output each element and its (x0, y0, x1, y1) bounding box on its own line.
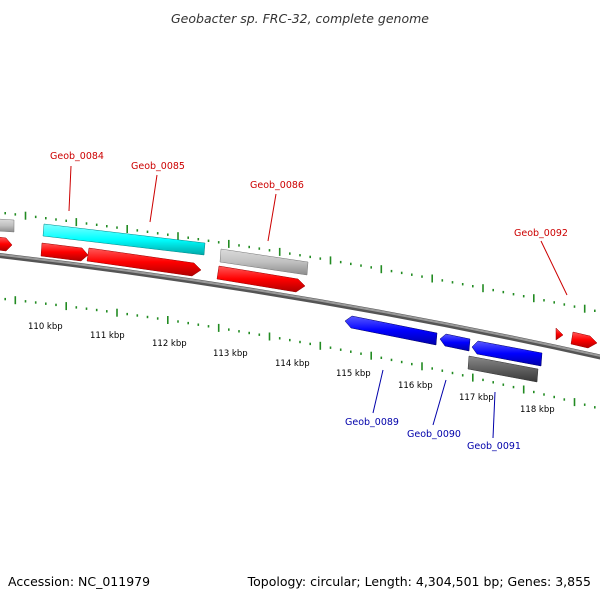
scale-label: 111 kbp (90, 331, 125, 341)
leader-geob-0084 (68, 165, 72, 212)
scale-labels: 110 kbp 111 kbp 112 kbp 113 kbp 114 kbp … (28, 322, 555, 415)
scale-label: 110 kbp (28, 322, 63, 332)
gene-labels: Geob_0084 Geob_0085 Geob_0086 Geob_0092 … (50, 151, 568, 452)
label-geob-0086[interactable]: Geob_0086 (250, 180, 304, 191)
label-leaders (68, 165, 568, 439)
label-geob-0090[interactable]: Geob_0090 (407, 429, 461, 440)
scale-label: 116 kbp (398, 381, 433, 391)
label-geob-0085[interactable]: Geob_0085 (131, 161, 185, 172)
leader-geob-0086 (267, 193, 277, 242)
label-geob-0091[interactable]: Geob_0091 (467, 441, 521, 452)
gene-arrow-partial-red[interactable] (0, 236, 13, 252)
inner-tick-track (4, 296, 596, 409)
gene-features (0, 218, 598, 383)
leader-geob-0091 (492, 391, 496, 439)
gene-arrow-geob-0084[interactable] (40, 242, 89, 262)
scale-label: 115 kbp (336, 369, 371, 379)
label-geob-0084[interactable]: Geob_0084 (50, 151, 104, 162)
label-geob-0089[interactable]: Geob_0089 (345, 417, 399, 428)
accession-text: Accession: NC_011979 (8, 574, 150, 589)
gene-arrow-geob-0086[interactable] (216, 265, 306, 293)
gene-arrow-geob-0085[interactable] (86, 247, 202, 277)
gene-arrow-geob-0091[interactable] (471, 340, 543, 367)
gene-bar-cyan[interactable] (42, 223, 206, 256)
scale-label: 114 kbp (275, 359, 310, 369)
scale-label: 117 kbp (459, 393, 494, 403)
map-title: Geobacter sp. FRC-32, complete genome (171, 11, 429, 26)
scale-label: 113 kbp (213, 349, 248, 359)
leader-geob-0085 (149, 174, 158, 223)
scale-label: 112 kbp (152, 339, 187, 349)
gene-arrow-small-red[interactable] (555, 327, 564, 341)
gene-arrow-partial-gray[interactable] (0, 218, 15, 233)
label-geob-0092[interactable]: Geob_0092 (514, 228, 568, 239)
gene-arrow-geob-0090[interactable] (439, 333, 471, 352)
leader-geob-0092 (540, 240, 568, 296)
genome-stats-text: Topology: circular; Length: 4,304,501 bp… (247, 574, 591, 589)
gene-bar-dark[interactable] (467, 355, 539, 383)
gene-arrow-geob-0089[interactable] (344, 315, 438, 346)
outer-tick-track (4, 211, 596, 313)
gene-arrow-geob-0092[interactable] (570, 331, 598, 349)
scale-label: 118 kbp (520, 405, 555, 415)
gene-bar-geob-0086[interactable] (219, 248, 309, 276)
genome-backbone-highlight (0, 253, 600, 357)
leader-geob-0090 (432, 379, 447, 426)
leader-geob-0089 (372, 369, 384, 414)
